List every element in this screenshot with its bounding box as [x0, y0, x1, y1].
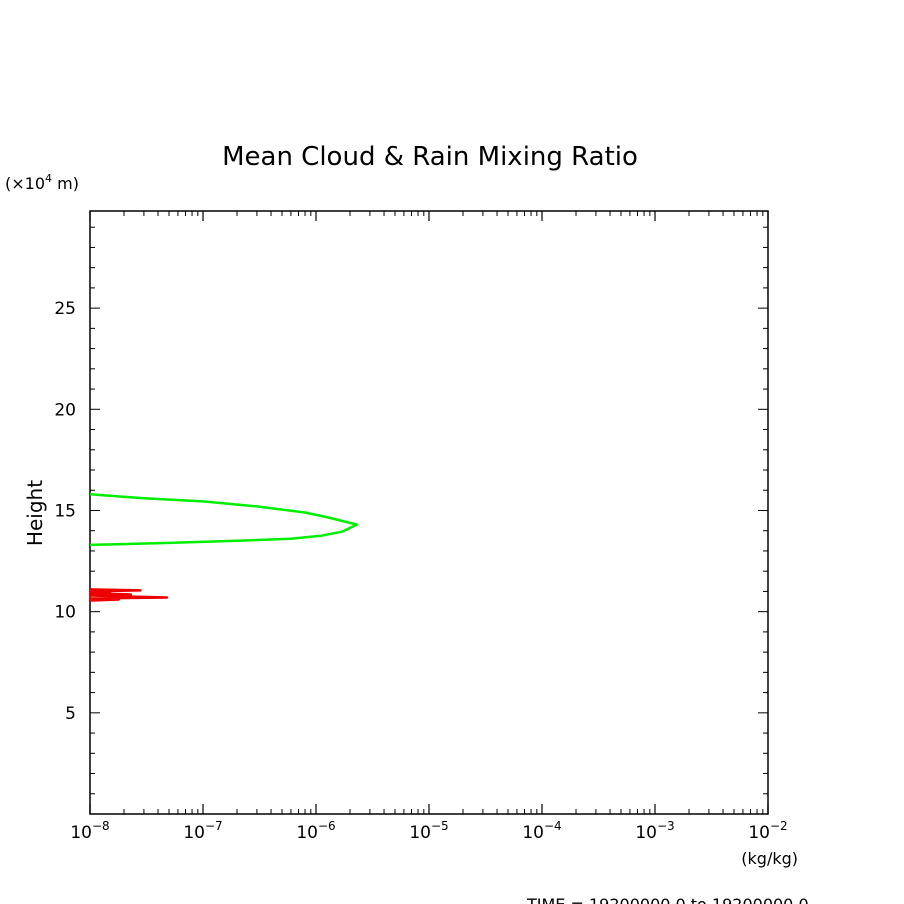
series-line-1 [89, 493, 359, 547]
x-tick-label: 10−4 [522, 819, 561, 843]
plot-frame [89, 210, 769, 815]
y-tick-label: 20 [54, 400, 76, 420]
x-unit-label: (kg/kg) [741, 849, 798, 868]
y-unit-label: (×104 m) [5, 172, 79, 193]
time-footer: TIME = 19200000.0 to 19200000.0 [526, 895, 809, 904]
series-line-2 [88, 588, 169, 602]
y-axis-label: Height [23, 480, 47, 546]
x-axis: 10−8 10−7 10−6 10−5 10−4 10−3 10−2 [70, 211, 788, 843]
series-group [88, 493, 359, 602]
x-tick-label: 10−7 [183, 819, 222, 843]
y-tick-label: 10 [54, 603, 76, 623]
y-tick-label: 25 [54, 299, 76, 319]
x-tick-label: 10−3 [635, 819, 674, 843]
x-tick-label: 10−6 [296, 819, 335, 843]
chart-title: Mean Cloud & Rain Mixing Ratio [222, 142, 638, 172]
y-tick-label: 5 [65, 704, 76, 724]
x-tick-label: 10−8 [70, 819, 109, 843]
x-tick-label: 10−2 [748, 819, 787, 843]
y-tick-label: 15 [54, 501, 76, 521]
y-axis: 5 10 15 20 25 [54, 226, 768, 795]
x-tick-label: 10−5 [409, 819, 448, 843]
plot-border [89, 210, 769, 815]
